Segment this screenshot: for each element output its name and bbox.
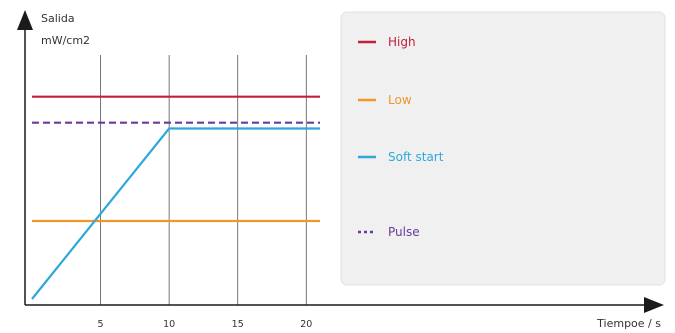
legend-label-high: High [388,35,416,49]
grid-lines [100,55,307,305]
legend: High Low Soft start Pulse [340,11,666,286]
x-axis-label: Tiempoe / s [596,317,661,330]
x-tick-label-20: 20 [300,319,312,330]
x-tick-label-10: 10 [163,319,175,330]
series-lines [31,95,320,300]
x-tick-label-15: 15 [232,319,244,330]
y-axis-arrow-icon [17,10,33,30]
series-line-soft-start [31,127,320,300]
legend-panel [340,11,666,286]
legend-label-pulse: Pulse [388,225,420,239]
legend-label-low: Low [388,93,412,107]
x-tick-labels: 5 10 15 20 [98,319,313,330]
y-axis-label-line2: mW/cm2 [41,34,90,47]
y-axis-label-line1: Salida [41,12,75,25]
x-axis-arrow-icon [644,297,664,313]
legend-label-soft-start: Soft start [388,150,444,164]
x-tick-label-5: 5 [98,319,104,330]
axes: Salida mW/cm2 Tiempoe / s [17,10,664,330]
